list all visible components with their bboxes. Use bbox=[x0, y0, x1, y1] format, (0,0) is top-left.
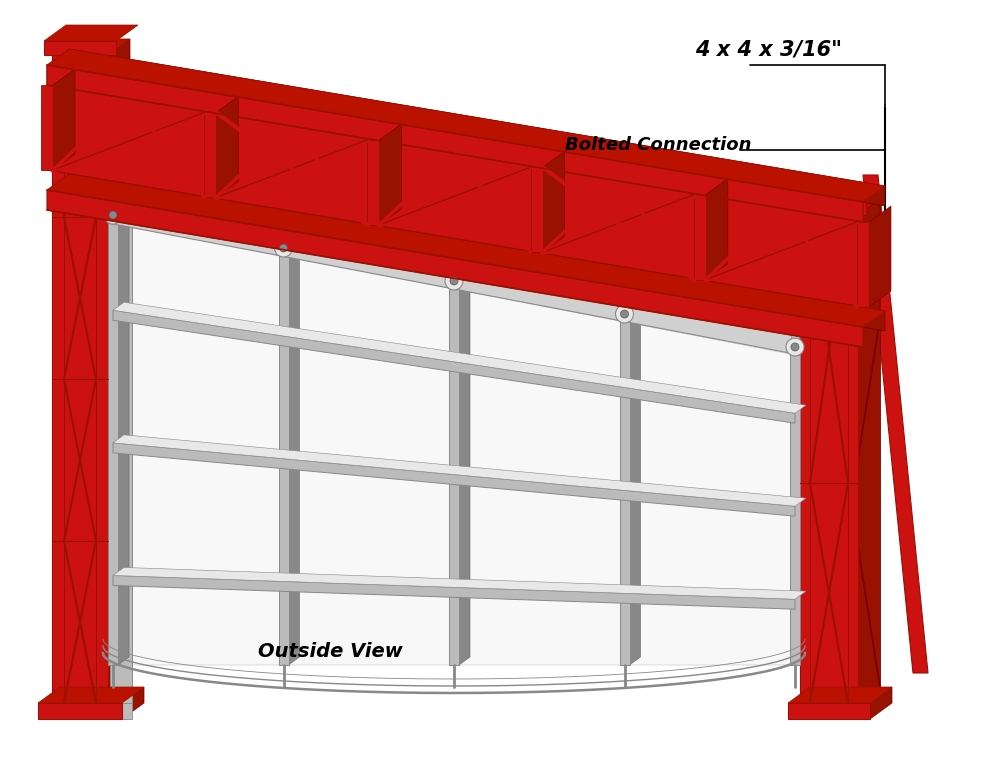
Circle shape bbox=[786, 338, 804, 356]
Polygon shape bbox=[449, 289, 459, 665]
Polygon shape bbox=[110, 195, 132, 703]
Polygon shape bbox=[216, 96, 239, 197]
Circle shape bbox=[274, 239, 292, 257]
Polygon shape bbox=[41, 85, 53, 170]
Polygon shape bbox=[113, 302, 806, 413]
Polygon shape bbox=[113, 223, 795, 665]
Polygon shape bbox=[800, 215, 858, 703]
Circle shape bbox=[104, 206, 122, 224]
Polygon shape bbox=[822, 319, 880, 687]
Bar bbox=[110, 703, 132, 719]
Polygon shape bbox=[379, 124, 401, 225]
Polygon shape bbox=[278, 256, 288, 665]
Polygon shape bbox=[858, 199, 880, 703]
Polygon shape bbox=[113, 443, 795, 516]
Polygon shape bbox=[863, 175, 928, 673]
Polygon shape bbox=[870, 687, 892, 719]
Polygon shape bbox=[543, 151, 564, 252]
Polygon shape bbox=[288, 248, 300, 665]
Polygon shape bbox=[53, 69, 75, 170]
Polygon shape bbox=[108, 201, 800, 355]
Polygon shape bbox=[52, 55, 108, 703]
Polygon shape bbox=[69, 49, 885, 206]
Polygon shape bbox=[47, 65, 863, 307]
Polygon shape bbox=[108, 39, 130, 703]
Bar bbox=[109, 200, 117, 206]
Polygon shape bbox=[113, 311, 795, 423]
Polygon shape bbox=[694, 194, 706, 279]
Circle shape bbox=[109, 211, 117, 219]
Polygon shape bbox=[788, 687, 892, 703]
Bar bbox=[800, 215, 858, 335]
Polygon shape bbox=[108, 185, 822, 333]
Polygon shape bbox=[47, 49, 885, 202]
Polygon shape bbox=[52, 39, 130, 55]
Polygon shape bbox=[113, 575, 795, 609]
Polygon shape bbox=[620, 322, 630, 665]
Circle shape bbox=[621, 310, 629, 318]
Polygon shape bbox=[113, 435, 806, 506]
Circle shape bbox=[450, 277, 458, 285]
Polygon shape bbox=[869, 206, 891, 307]
Circle shape bbox=[791, 343, 799, 351]
Bar bbox=[788, 703, 870, 719]
Circle shape bbox=[279, 244, 287, 252]
Polygon shape bbox=[459, 281, 470, 665]
Polygon shape bbox=[857, 222, 869, 307]
Bar bbox=[791, 332, 799, 338]
Text: Outside View: Outside View bbox=[257, 642, 402, 661]
Text: 4 x 4 x 3/16": 4 x 4 x 3/16" bbox=[695, 39, 842, 59]
Polygon shape bbox=[108, 223, 118, 665]
Bar bbox=[792, 201, 866, 215]
Polygon shape bbox=[630, 314, 641, 665]
Polygon shape bbox=[706, 178, 728, 279]
Bar bbox=[621, 299, 629, 305]
Bar bbox=[279, 233, 287, 239]
Circle shape bbox=[616, 305, 634, 323]
Polygon shape bbox=[47, 65, 863, 222]
Circle shape bbox=[445, 272, 463, 290]
Text: Bolted Connection: Bolted Connection bbox=[565, 136, 751, 154]
Polygon shape bbox=[113, 568, 806, 599]
Polygon shape bbox=[800, 199, 880, 215]
Polygon shape bbox=[858, 199, 880, 335]
Polygon shape bbox=[204, 112, 216, 197]
Bar bbox=[38, 703, 122, 719]
Bar bbox=[44, 41, 116, 55]
Polygon shape bbox=[122, 687, 144, 719]
Polygon shape bbox=[800, 347, 811, 665]
Polygon shape bbox=[38, 687, 144, 703]
Polygon shape bbox=[531, 168, 543, 252]
Polygon shape bbox=[44, 25, 138, 41]
Polygon shape bbox=[118, 215, 129, 665]
Polygon shape bbox=[47, 190, 863, 347]
Bar bbox=[450, 266, 458, 272]
Polygon shape bbox=[47, 174, 885, 327]
Polygon shape bbox=[69, 174, 885, 331]
Polygon shape bbox=[367, 140, 379, 225]
Polygon shape bbox=[790, 355, 800, 665]
